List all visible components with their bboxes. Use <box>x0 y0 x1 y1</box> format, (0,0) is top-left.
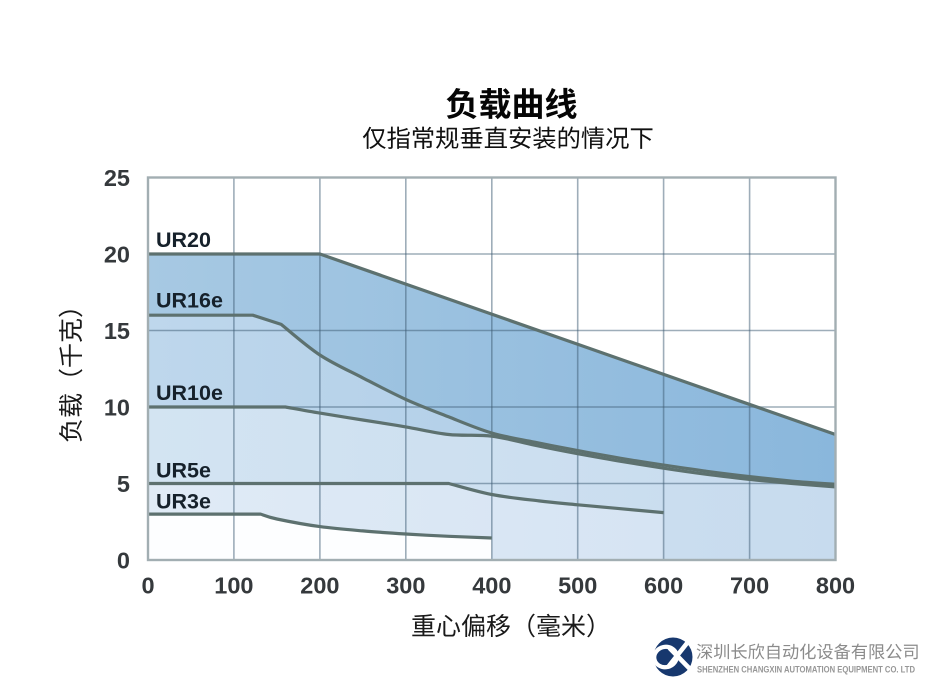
svg-text:UR16e: UR16e <box>156 289 223 313</box>
svg-text:0: 0 <box>117 547 130 573</box>
svg-text:UR10e: UR10e <box>156 381 223 405</box>
svg-text:600: 600 <box>644 573 683 599</box>
svg-text:SHENZHEN CHANGXIN AUTOMATION E: SHENZHEN CHANGXIN AUTOMATION EQUIPMENT C… <box>697 665 915 675</box>
svg-text:10: 10 <box>104 394 130 420</box>
svg-text:25: 25 <box>104 165 130 191</box>
svg-text:15: 15 <box>104 318 130 344</box>
svg-text:UR20: UR20 <box>156 228 211 252</box>
svg-text:800: 800 <box>816 573 855 599</box>
svg-text:200: 200 <box>300 573 339 599</box>
svg-text:5: 5 <box>117 471 130 497</box>
svg-text:0: 0 <box>141 573 154 599</box>
svg-text:20: 20 <box>104 241 130 267</box>
svg-text:500: 500 <box>558 573 597 599</box>
svg-text:100: 100 <box>214 573 253 599</box>
svg-text:300: 300 <box>386 573 425 599</box>
svg-text:UR3e: UR3e <box>156 490 211 514</box>
svg-text:400: 400 <box>472 573 511 599</box>
svg-text:UR5e: UR5e <box>156 459 211 483</box>
svg-text:700: 700 <box>730 573 769 599</box>
